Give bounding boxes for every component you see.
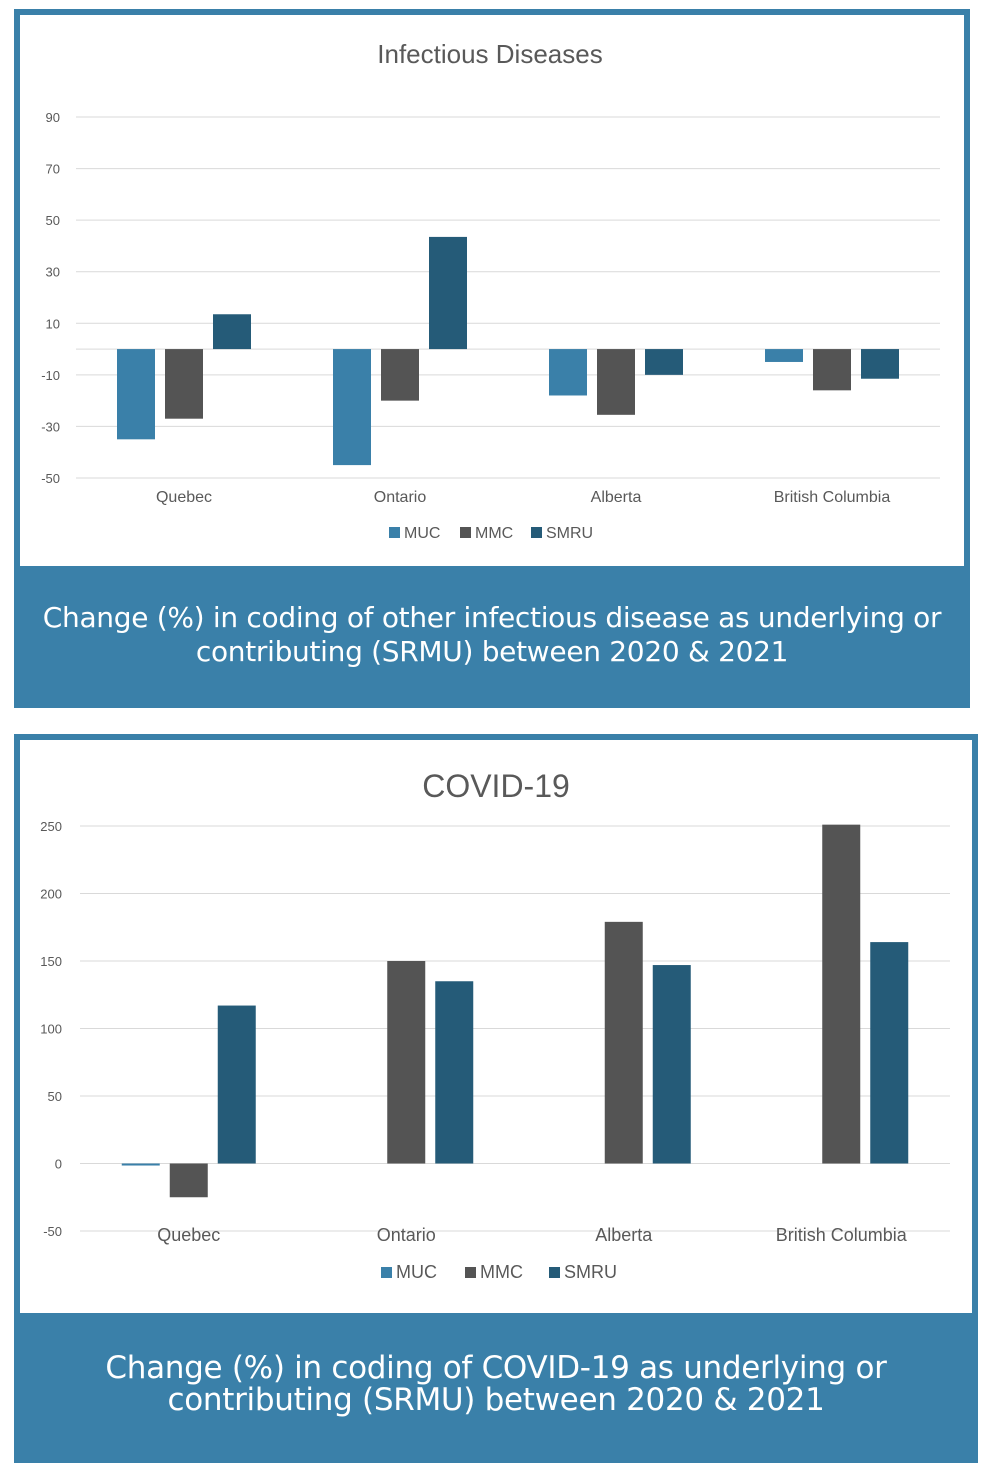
chart-title: COVID-19	[422, 768, 570, 804]
legend-swatch-smru	[549, 1267, 560, 1278]
bar-muc-alberta	[549, 349, 587, 396]
infectious-diseases-chart-area: Infectious Diseases 90 70 50 30 10 -10 -30 -50 Qu…	[20, 15, 964, 566]
bar-smru-quebec	[213, 314, 251, 350]
x-category-label: Alberta	[595, 1225, 653, 1245]
legend-label-mmc: MMC	[475, 525, 513, 542]
legend-label-smru: SMRU	[546, 525, 593, 542]
infectious-diseases-caption: Change (%) in coding of other infectious…	[42, 601, 942, 668]
x-category-label: Alberta	[591, 489, 642, 506]
y-tick-label: 50	[46, 213, 60, 228]
bar-mmc-british-columbia	[813, 349, 851, 391]
covid19-panel: COVID-19 250 200 150 100 50 0 -50 Quebec Ontario A…	[14, 734, 978, 1463]
x-category-label: British Columbia	[774, 489, 891, 506]
bar-smru-quebec	[217, 1005, 256, 1164]
bar-smru-ontario	[435, 981, 474, 1164]
y-tick-label: 70	[46, 162, 60, 177]
legend-swatch-muc	[381, 1267, 392, 1278]
x-category-label: British Columbia	[776, 1225, 908, 1245]
y-tick-label: 50	[48, 1089, 62, 1104]
infectious-diseases-chart: Infectious Diseases 90 70 50 30 10 -10 -30 -50 Qu…	[41, 39, 940, 542]
y-tick-label: -50	[41, 471, 60, 486]
legend-label-muc: MUC	[396, 1262, 437, 1282]
y-tick-label: 250	[40, 819, 62, 834]
x-category-label: Ontario	[374, 489, 427, 506]
legend-swatch-mmc	[465, 1267, 476, 1278]
bar-mmc-alberta	[597, 349, 635, 415]
y-tick-label: 30	[46, 265, 60, 280]
y-tick-label: 200	[40, 887, 62, 902]
x-category-label: Quebec	[157, 1225, 220, 1245]
y-tick-label: 0	[55, 1157, 62, 1172]
bar-smru-alberta	[652, 965, 691, 1164]
y-tick-label: -50	[43, 1224, 62, 1239]
bar-mmc-quebec	[165, 349, 203, 419]
legend-swatch-muc	[389, 527, 400, 538]
bar-muc-ontario	[333, 349, 371, 466]
bar-smru-alberta	[645, 349, 683, 375]
y-tick-label: 10	[46, 316, 60, 331]
covid19-chart-area: COVID-19 250 200 150 100 50 0 -50 Quebec Ontario A…	[20, 740, 972, 1313]
legend-label-mmc: MMC	[480, 1262, 523, 1282]
bar-mmc-ontario	[381, 349, 419, 401]
bar-mmc-ontario	[387, 961, 426, 1164]
bar-smru-british-columbia	[870, 942, 909, 1164]
bar-muc-quebec	[117, 349, 155, 440]
bar-muc-quebec	[121, 1163, 160, 1166]
infectious-diseases-panel: Infectious Diseases 90 70 50 30 10 -10 -30 -50 Qu…	[14, 9, 970, 708]
bar-smru-ontario	[429, 236, 467, 350]
covid19-caption: Change (%) in coding of COVID-19 as unde…	[105, 1350, 887, 1418]
y-tick-label: 150	[40, 954, 62, 969]
x-category-label: Ontario	[377, 1225, 436, 1245]
legend-swatch-mmc	[460, 527, 471, 538]
bar-mmc-quebec	[169, 1163, 208, 1198]
bar-mmc-alberta	[604, 921, 643, 1164]
y-tick-label: -30	[41, 419, 60, 434]
bar-mmc-british-columbia	[822, 824, 861, 1164]
bar-smru-british-columbia	[861, 349, 899, 379]
y-tick-label: 90	[46, 110, 60, 125]
legend-label-smru: SMRU	[564, 1262, 617, 1282]
y-tick-label: -10	[41, 368, 60, 383]
legend-label-muc: MUC	[404, 525, 440, 542]
y-tick-label: 100	[40, 1022, 62, 1037]
x-category-label: Quebec	[156, 489, 212, 506]
legend-swatch-smru	[531, 527, 542, 538]
covid19-chart: COVID-19 250 200 150 100 50 0 -50 Quebec Ontario A…	[40, 768, 950, 1282]
chart-title: Infectious Diseases	[377, 39, 602, 69]
bar-muc-british-columbia	[765, 349, 803, 362]
